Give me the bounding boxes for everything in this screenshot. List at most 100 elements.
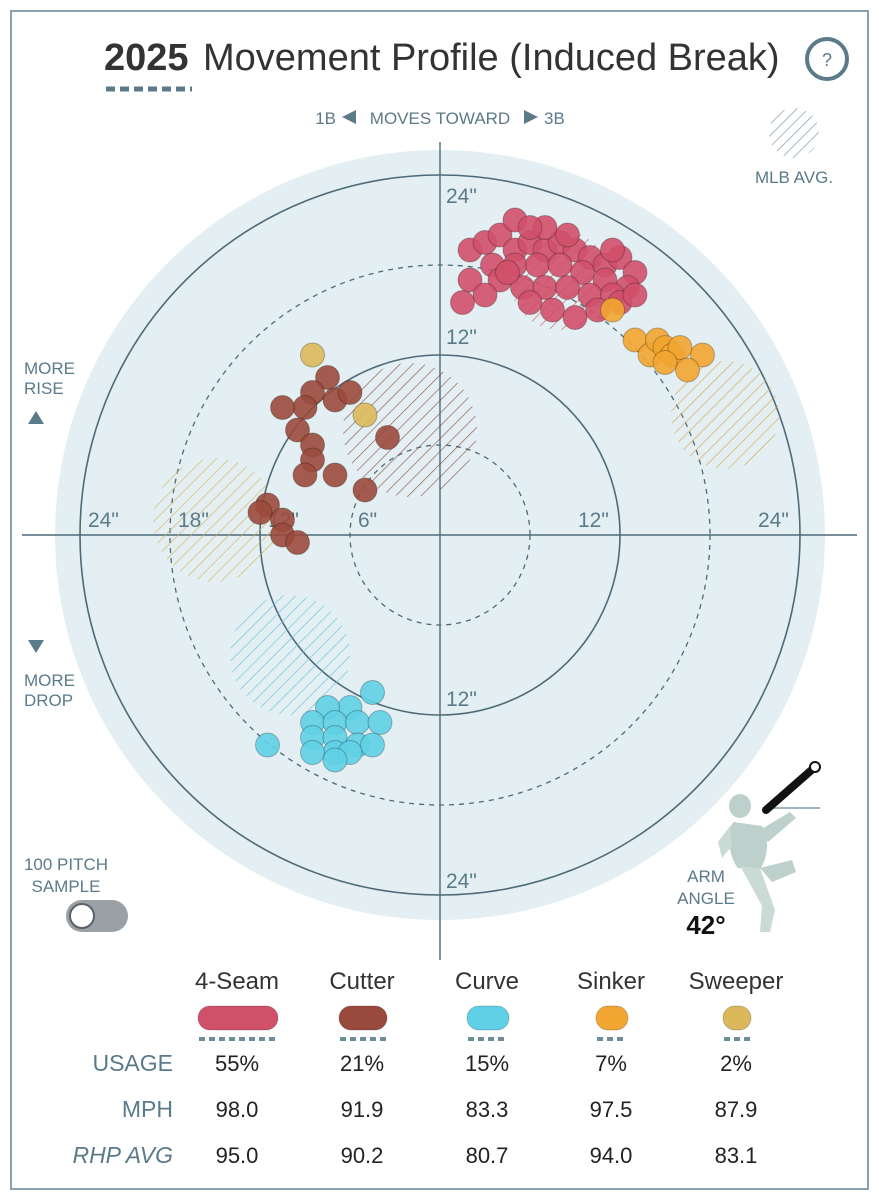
label-right-24: 24" xyxy=(758,509,789,532)
point-4-seam xyxy=(600,237,625,263)
label-right-12: 12" xyxy=(578,509,609,532)
point-sweeper xyxy=(300,342,325,368)
pitcher-silhouette xyxy=(718,794,796,932)
point-cutter xyxy=(292,462,318,488)
point-sinker xyxy=(675,357,700,383)
point-curve xyxy=(255,732,280,758)
rhp-avg-sweeper: 83.1 xyxy=(715,1143,758,1168)
arrow-down-icon xyxy=(28,640,44,653)
rhp-avg-4-seam: 95.0 xyxy=(216,1143,259,1168)
point-cutter xyxy=(337,380,363,405)
help-icon-glyph: ? xyxy=(822,50,832,70)
mph-cutter: 91.9 xyxy=(341,1097,384,1122)
usage-4-seam: 55% xyxy=(215,1051,259,1076)
point-4-seam xyxy=(517,215,543,240)
pitch-name-cutter: Cutter xyxy=(329,968,394,995)
point-cutter xyxy=(285,530,310,555)
point-4-seam xyxy=(562,305,588,330)
arrow-up-icon xyxy=(28,411,44,424)
usage-sweeper: 2% xyxy=(720,1051,752,1076)
pitch-name-4-seam: 4-Seam xyxy=(195,968,279,995)
mlb-avg-legend-icon xyxy=(769,108,819,158)
direction-left-label: 1B xyxy=(315,109,336,128)
chart-frame xyxy=(10,10,869,1190)
row-label-rhp-avg: RHP AVG xyxy=(72,1142,173,1168)
point-cutter xyxy=(285,417,310,443)
mlb-avg-legend-label: MLB AVG. xyxy=(755,168,833,187)
title-text: Movement Profile (Induced Break) xyxy=(203,37,780,79)
point-4-seam xyxy=(457,267,483,293)
point-cutter xyxy=(322,462,348,488)
point-cutter xyxy=(292,395,318,420)
label-top-24: 24" xyxy=(446,185,477,208)
sample-toggle-knob[interactable] xyxy=(69,903,95,929)
arrow-right-icon xyxy=(524,110,538,124)
label-top-12: 12" xyxy=(446,326,477,349)
more-rise-line1: MORE xyxy=(24,359,75,378)
pitch-color-swatch-sinker xyxy=(595,1005,629,1031)
point-cutter xyxy=(315,365,340,390)
rhp-avg-sinker: 94.0 xyxy=(590,1143,633,1168)
point-curve xyxy=(360,732,385,758)
pitch-color-swatch-sweeper xyxy=(722,1005,752,1031)
arm-angle-line xyxy=(762,763,819,814)
more-drop-line1: MORE xyxy=(24,671,75,690)
point-4-seam xyxy=(540,297,565,323)
mlb-avg-sweeper xyxy=(153,458,277,582)
row-label-usage: USAGE xyxy=(92,1050,173,1076)
label-bottom-24: 24" xyxy=(446,870,477,893)
point-curve xyxy=(345,710,370,735)
more-rise-line2: RISE xyxy=(24,379,64,398)
label-left-18: 18" xyxy=(178,509,209,532)
direction-right-label: 3B xyxy=(544,109,565,128)
arm-angle-line2: ANGLE xyxy=(677,889,735,908)
arrow-left-icon xyxy=(342,110,356,124)
help-button[interactable]: ? xyxy=(805,37,849,81)
point-cutter xyxy=(375,425,400,450)
mph-4-seam: 98.0 xyxy=(216,1097,259,1122)
point-sweeper xyxy=(352,402,378,428)
mlb-avg-cutter xyxy=(343,363,477,497)
point-4-seam xyxy=(487,222,513,248)
point-4-seam xyxy=(517,290,543,315)
pitch-name-sinker: Sinker xyxy=(577,968,645,995)
point-sinker xyxy=(667,335,693,360)
point-4-seam xyxy=(495,260,520,285)
point-4-seam xyxy=(472,282,498,308)
mph-curve: 83.3 xyxy=(466,1097,509,1122)
point-cutter xyxy=(247,500,273,525)
point-sinker xyxy=(652,350,678,375)
arm-angle-line1: ARM xyxy=(687,867,725,886)
point-curve xyxy=(360,680,385,705)
label-left-24: 24" xyxy=(88,509,119,532)
arm-angle-end-icon xyxy=(809,761,821,773)
point-4-seam xyxy=(547,252,573,278)
rhp-avg-cutter: 90.2 xyxy=(341,1143,384,1168)
point-sinker xyxy=(600,297,625,323)
point-4-seam xyxy=(555,275,580,300)
point-sinker xyxy=(690,342,715,368)
label-bottom-12: 12" xyxy=(446,688,477,711)
point-cutter xyxy=(270,395,295,420)
mph-sinker: 97.5 xyxy=(590,1097,633,1122)
more-drop-line2: DROP xyxy=(24,691,73,710)
pitch-name-curve: Curve xyxy=(455,968,519,995)
usage-curve: 15% xyxy=(465,1051,509,1076)
point-4-seam xyxy=(555,222,580,248)
help-icon[interactable] xyxy=(805,37,849,81)
sample-toggle[interactable] xyxy=(66,900,128,932)
point-4-seam xyxy=(525,252,550,278)
title-year: 2025 xyxy=(104,37,189,79)
arm-angle-value: 42° xyxy=(686,910,725,940)
point-4-seam xyxy=(450,290,475,315)
mlb-avg-sinker xyxy=(671,361,779,469)
usage-cutter: 21% xyxy=(340,1051,384,1076)
pitch-name-sweeper: Sweeper xyxy=(689,968,784,995)
point-curve xyxy=(322,747,348,773)
pitch-points-layer xyxy=(247,207,715,773)
mlb-avg-curve xyxy=(230,595,350,715)
pitch-table: USAGE MPH RHP AVG 4-Seam 55% 98.0 95.0 Cutte… xyxy=(72,968,783,1168)
mph-sweeper: 87.9 xyxy=(715,1097,758,1122)
sample-toggle-line2: SAMPLE xyxy=(32,877,101,896)
